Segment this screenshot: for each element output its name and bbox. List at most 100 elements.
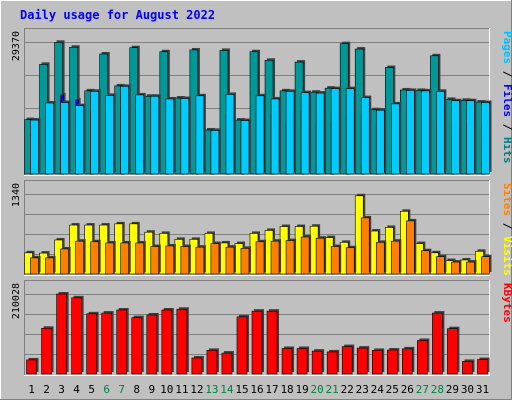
bar-visits-sites-28 — [436, 256, 445, 275]
bar-visits-sites-25 — [390, 240, 400, 275]
bar-visits-sites-2 — [45, 257, 54, 275]
day-label-26: 26 — [401, 383, 414, 396]
bar-hits-pages-21 — [330, 88, 340, 175]
axis-title-part-hits-4: Hits — [501, 137, 512, 164]
bar-visits-sites-20 — [315, 237, 325, 275]
bar-hits-pages-30 — [466, 100, 475, 175]
bar-hits-pages-28 — [436, 91, 445, 175]
bar-hits-pages-20 — [315, 92, 325, 175]
bar-hits-pages-8 — [135, 94, 145, 175]
bar-hits-pages-7 — [120, 86, 130, 175]
day-label-8: 8 — [133, 383, 140, 396]
panel-hits: 29370 Pages / Files / Hits — [11, 28, 512, 176]
series-hits-pages — [30, 84, 492, 175]
bar-kbytes-kbytes-30 — [462, 361, 473, 375]
day-label-14: 14 — [220, 383, 234, 396]
series-kbytes-kbytes — [26, 292, 490, 375]
bar-hits-pages-10 — [165, 98, 175, 175]
bar-visits-sites-11 — [180, 246, 190, 275]
bar-kbytes-kbytes-19 — [296, 348, 308, 375]
bar-visits-sites-1 — [30, 257, 39, 275]
day-label-29: 29 — [446, 383, 459, 396]
bar-visits-sites-29 — [451, 261, 460, 275]
bar-visits-sites-13 — [210, 243, 220, 275]
panel-visits: 1340 Sites / Visits — [11, 180, 512, 276]
day-label-24: 24 — [371, 383, 385, 396]
day-label-22: 22 — [341, 383, 354, 396]
bar-kbytes-kbytes-21 — [326, 351, 338, 375]
day-label-7: 7 — [118, 383, 125, 396]
bar-kbytes-kbytes-5 — [86, 313, 97, 375]
bar-kbytes-kbytes-13 — [206, 350, 218, 375]
bar-hits-pages-27 — [421, 90, 430, 175]
day-label-3: 3 — [58, 383, 65, 396]
day-label-18: 18 — [280, 383, 293, 396]
panels-layer: 29370 Pages / Files / Hits 1340 Sites / Vis… — [11, 28, 512, 376]
day-label-28: 28 — [431, 383, 444, 396]
bar-hits-pages-29 — [451, 100, 460, 175]
axis-title-part-hits-3: / — [501, 117, 512, 137]
day-label-10: 10 — [160, 383, 173, 396]
panel-max-label-visits: 1340 — [11, 183, 22, 207]
bar-kbytes-kbytes-28 — [432, 312, 443, 375]
bar-hits-pages-5 — [90, 91, 99, 175]
bar-hits-pages-17 — [270, 98, 280, 175]
bar-kbytes-kbytes-25 — [386, 349, 398, 375]
bar-visits-sites-6 — [105, 242, 114, 275]
bar-kbytes-kbytes-10 — [161, 309, 173, 375]
bar-hits-pages-4 — [75, 105, 84, 175]
bar-visits-sites-24 — [375, 242, 385, 275]
bar-visits-sites-23 — [360, 217, 370, 275]
bar-visits-sites-19 — [300, 236, 310, 275]
bar-visits-sites-10 — [165, 245, 175, 275]
bar-visits-sites-18 — [285, 240, 295, 275]
bar-kbytes-kbytes-15 — [236, 316, 248, 375]
bar-hits-pages-26 — [406, 90, 415, 175]
bar-kbytes-kbytes-16 — [251, 310, 263, 375]
bar-hits-pages-18 — [285, 91, 295, 175]
bar-kbytes-kbytes-1 — [26, 359, 37, 375]
bar-kbytes-kbytes-8 — [131, 317, 143, 375]
series-visits-sites — [30, 215, 492, 275]
day-label-16: 16 — [250, 383, 263, 396]
day-label-12: 12 — [190, 383, 203, 396]
bar-kbytes-kbytes-27 — [417, 340, 428, 375]
axis-title-part-visits-2: Visits — [501, 236, 512, 276]
bar-hits-pages-15 — [240, 120, 250, 175]
bar-visits-sites-5 — [90, 241, 99, 275]
bar-visits-sites-22 — [345, 247, 355, 275]
bar-kbytes-kbytes-2 — [41, 327, 52, 375]
panel-kbytes: 210028 KBytes — [11, 280, 512, 376]
bar-hits-pages-9 — [150, 95, 160, 175]
day-label-19: 19 — [295, 383, 308, 396]
day-label-11: 11 — [175, 383, 188, 396]
bar-hits-pages-24 — [375, 109, 385, 175]
bar-visits-sites-26 — [406, 220, 415, 275]
axis-title-kbytes: KBytes — [501, 283, 512, 323]
bar-visits-sites-16 — [255, 241, 265, 275]
bar-hits-pages-31 — [481, 102, 490, 175]
bar-hits-pages-1 — [30, 119, 39, 175]
bar-hits-pages-12 — [195, 95, 205, 175]
axis-title-part-visits-0: Sites — [501, 183, 512, 216]
bar-hits-pages-16 — [255, 95, 265, 175]
day-label-25: 25 — [386, 383, 399, 396]
bar-hits-pages-6 — [105, 95, 114, 175]
bar-kbytes-kbytes-14 — [221, 352, 233, 375]
bar-kbytes-kbytes-29 — [447, 328, 458, 375]
axis-title-visits: Sites / Visits — [501, 183, 512, 276]
bar-visits-sites-30 — [466, 261, 475, 275]
bar-kbytes-kbytes-9 — [146, 314, 158, 375]
day-label-13: 13 — [205, 383, 218, 396]
day-label-9: 9 — [148, 383, 155, 396]
panel-max-label-hits: 29370 — [11, 31, 22, 61]
axis-title-part-visits-1: / — [501, 216, 512, 236]
bar-kbytes-kbytes-22 — [341, 346, 353, 375]
bar-visits-sites-8 — [135, 242, 145, 275]
bar-kbytes-kbytes-24 — [371, 350, 383, 375]
bar-kbytes-kbytes-20 — [311, 350, 323, 375]
bar-kbytes-kbytes-26 — [402, 348, 413, 375]
bar-hits-pages-11 — [180, 98, 190, 175]
chart-title: Daily usage for August 2022 — [20, 8, 215, 22]
